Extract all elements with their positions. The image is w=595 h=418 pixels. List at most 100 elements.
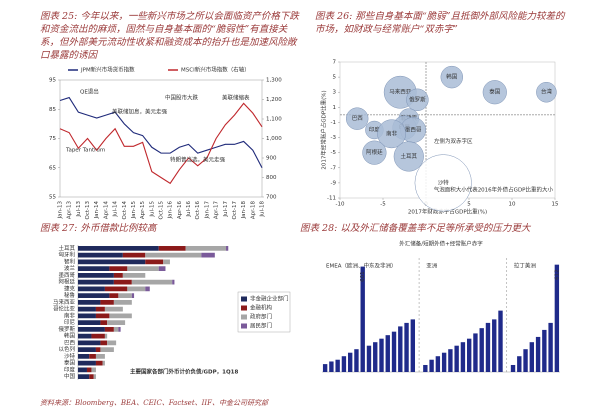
annotation: QE退出 bbox=[80, 88, 99, 96]
bar-segment bbox=[78, 347, 96, 352]
y-tick-label: 智利 bbox=[64, 257, 75, 265]
bar bbox=[448, 349, 453, 372]
bar bbox=[385, 335, 390, 372]
bar bbox=[542, 329, 547, 372]
bar-segment bbox=[109, 266, 128, 271]
bar-segment bbox=[93, 374, 96, 379]
bar-segment bbox=[78, 286, 105, 292]
bubble-label: 墨西哥 bbox=[405, 127, 422, 134]
bar-segment bbox=[201, 252, 215, 258]
legend-label: 政府部门 bbox=[250, 313, 272, 321]
bubble-label: 马来西亚 bbox=[389, 88, 412, 96]
annotation: 左侧为双赤字区 bbox=[434, 137, 473, 145]
annotation: 气泡面积大小代表2016年外债占GDP比重的大小 bbox=[434, 186, 554, 194]
bar-segment bbox=[226, 246, 229, 251]
bar-segment bbox=[100, 320, 108, 325]
x-tick-label: Jul-14 bbox=[113, 201, 119, 218]
bar-segment bbox=[78, 367, 87, 373]
x-tick-label: Jul-16 bbox=[186, 201, 192, 218]
y2-tick-label: 800 bbox=[266, 175, 277, 181]
caption: 图表 26: 那些自身基本面“脆弱”且抵御外部风险能力较差的市场，如财政与经常账… bbox=[315, 11, 565, 35]
data-label: 612 bbox=[554, 269, 560, 280]
y2-tick-label: 1,300 bbox=[266, 78, 282, 84]
y-tick-label: -3 bbox=[331, 135, 337, 141]
bar bbox=[473, 333, 478, 372]
bar-segment bbox=[127, 286, 146, 292]
bar-segment bbox=[131, 293, 135, 298]
y-tick-label: 55 bbox=[49, 195, 56, 201]
bar-segment bbox=[78, 306, 96, 312]
bubble-label: 泰国 bbox=[489, 88, 501, 96]
bar-segment bbox=[78, 320, 101, 325]
legend-swatch bbox=[241, 323, 247, 329]
y-tick-label: 1 bbox=[333, 105, 337, 111]
bar-segment bbox=[78, 360, 96, 366]
group-label: 拉丁美洲 bbox=[514, 262, 537, 270]
bar bbox=[529, 342, 535, 372]
bar bbox=[360, 266, 365, 372]
x-tick-label: Apr-13 bbox=[67, 201, 73, 220]
bar-segment bbox=[172, 279, 175, 285]
x-tick-label: Apr-17 bbox=[214, 201, 220, 220]
bar bbox=[535, 336, 541, 372]
y-tick-label: -5 bbox=[331, 150, 337, 156]
bar-segment bbox=[127, 266, 159, 271]
annotation: 美联储加息，美元走强 bbox=[112, 108, 168, 116]
bubble-label: 印度 bbox=[369, 126, 381, 134]
bar-segment bbox=[158, 266, 166, 271]
chart-title: 外汇储备/短期外债+经常账户赤字 bbox=[399, 240, 483, 248]
bar-segment bbox=[89, 354, 96, 359]
x-tick-label: Oct-13 bbox=[85, 201, 91, 220]
bar-segment bbox=[113, 273, 123, 278]
bar-segment bbox=[145, 259, 164, 265]
bar-segment bbox=[78, 293, 110, 298]
bar-segment bbox=[104, 286, 128, 292]
source: 资料来源：Bloomberg、BEA、CEIC、Factset、IIF、中金公司… bbox=[40, 399, 269, 407]
bar-segment bbox=[78, 354, 90, 359]
bar-segment bbox=[78, 273, 114, 278]
bar bbox=[554, 264, 560, 372]
legend-swatch bbox=[241, 305, 247, 311]
x-tick-label: Jul-13 bbox=[76, 201, 82, 218]
bar-segment bbox=[78, 259, 146, 265]
bar-segment bbox=[78, 266, 110, 271]
y-tick-label: 75 bbox=[49, 136, 56, 142]
bar bbox=[435, 356, 441, 372]
series-line bbox=[59, 102, 263, 185]
x-tick-label: Jan-17 bbox=[204, 201, 210, 220]
bar bbox=[479, 328, 484, 372]
bar-segment bbox=[100, 347, 114, 352]
y-tick-label: 捷克 bbox=[64, 284, 76, 292]
bubble bbox=[440, 65, 464, 89]
bar-segment bbox=[118, 327, 121, 332]
bar bbox=[460, 342, 466, 372]
bar bbox=[335, 359, 340, 372]
bar-segment bbox=[89, 374, 94, 379]
x-tick-label: -10 bbox=[336, 202, 345, 208]
y-tick-label: 中国 bbox=[64, 372, 76, 380]
y-tick-label: 以色列 bbox=[58, 345, 75, 353]
bar bbox=[410, 319, 416, 372]
x-tick-label: Jul-18 bbox=[260, 201, 266, 218]
x-tick-label: 15 bbox=[552, 202, 559, 208]
bubble-label: 南非 bbox=[386, 129, 398, 137]
y-tick-label: 5 bbox=[333, 75, 337, 81]
bar-segment bbox=[95, 347, 101, 352]
bar bbox=[347, 352, 353, 372]
bubble-label: 阿根廷 bbox=[366, 148, 383, 156]
bar-segment bbox=[104, 333, 108, 339]
legend-label: 金融机构 bbox=[250, 304, 273, 312]
y-tick-label: -1 bbox=[331, 120, 336, 126]
x-tick-label: Jul-15 bbox=[149, 201, 155, 218]
y2-tick-label: 900 bbox=[266, 156, 277, 162]
bar bbox=[485, 322, 491, 372]
bar-segment bbox=[78, 300, 101, 305]
bar bbox=[498, 310, 503, 372]
x-tick-label: -5 bbox=[380, 202, 386, 208]
y-tick-label: 泰国 bbox=[64, 359, 76, 367]
y-tick-label: 土耳其 bbox=[58, 244, 75, 252]
y-tick-label: -7 bbox=[331, 165, 337, 171]
group-label: EMEA（欧洲、中东及非洲） bbox=[326, 262, 396, 270]
bar-segment bbox=[95, 313, 110, 319]
